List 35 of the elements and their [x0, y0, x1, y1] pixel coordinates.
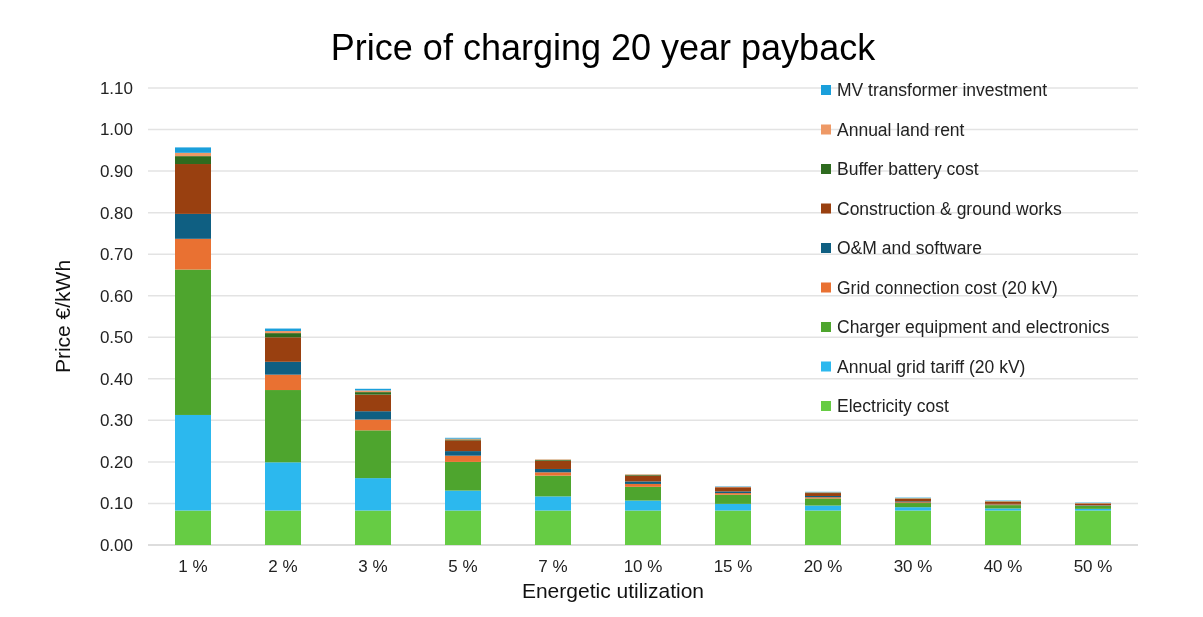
x-axis-title: Energetic utilization: [521, 579, 705, 602]
x-tick-label: 7 %: [538, 557, 568, 576]
x-tick-label: 20 %: [803, 557, 843, 576]
y-tick-label: 0.10: [99, 494, 133, 514]
legend-label: Construction & ground works: [837, 198, 1062, 219]
legend-label: Annual grid tariff (20 kV): [837, 356, 1026, 377]
legend-label: O&M and software: [837, 238, 982, 259]
legend-label: Annual land rent: [837, 119, 965, 140]
y-tick-label: 0.50: [99, 328, 133, 348]
legend-label: Electricity cost: [837, 396, 949, 417]
y-tick-label: 1.00: [99, 120, 133, 140]
y-axis-title: Price €/kWh: [51, 259, 74, 374]
x-tick-label: 40 %: [983, 557, 1023, 576]
x-tick-label: 50 %: [1073, 557, 1113, 576]
y-tick-label: 0.20: [99, 452, 133, 472]
x-tick-label: 3 %: [358, 557, 388, 576]
y-tick-label: 0.30: [99, 411, 133, 431]
x-tick-label: 10 %: [623, 557, 663, 576]
y-tick-label: 0.80: [99, 203, 133, 223]
x-tick-label: 15 %: [713, 557, 753, 576]
legend-label: Buffer battery cost: [837, 159, 979, 180]
legend-label: Grid connection cost (20 kV): [837, 277, 1058, 298]
x-tick-label: 5 %: [448, 557, 478, 576]
y-tick-label: 0.00: [99, 535, 133, 555]
x-tick-label: 2 %: [268, 557, 298, 576]
y-tick-label: 0.70: [99, 245, 133, 265]
legend-label: Charger equipment and electronics: [837, 317, 1110, 338]
y-tick-label: 0.40: [99, 369, 133, 389]
chart-title: Price of charging 20 year payback: [330, 27, 877, 68]
x-tick-label: 30 %: [893, 557, 933, 576]
y-tick-label: 0.60: [99, 286, 133, 306]
y-tick-label: 1.10: [99, 78, 133, 98]
legend-label: MV transformer investment: [837, 80, 1048, 101]
x-tick-label: 1 %: [178, 557, 208, 576]
y-tick-label: 0.90: [99, 162, 133, 182]
